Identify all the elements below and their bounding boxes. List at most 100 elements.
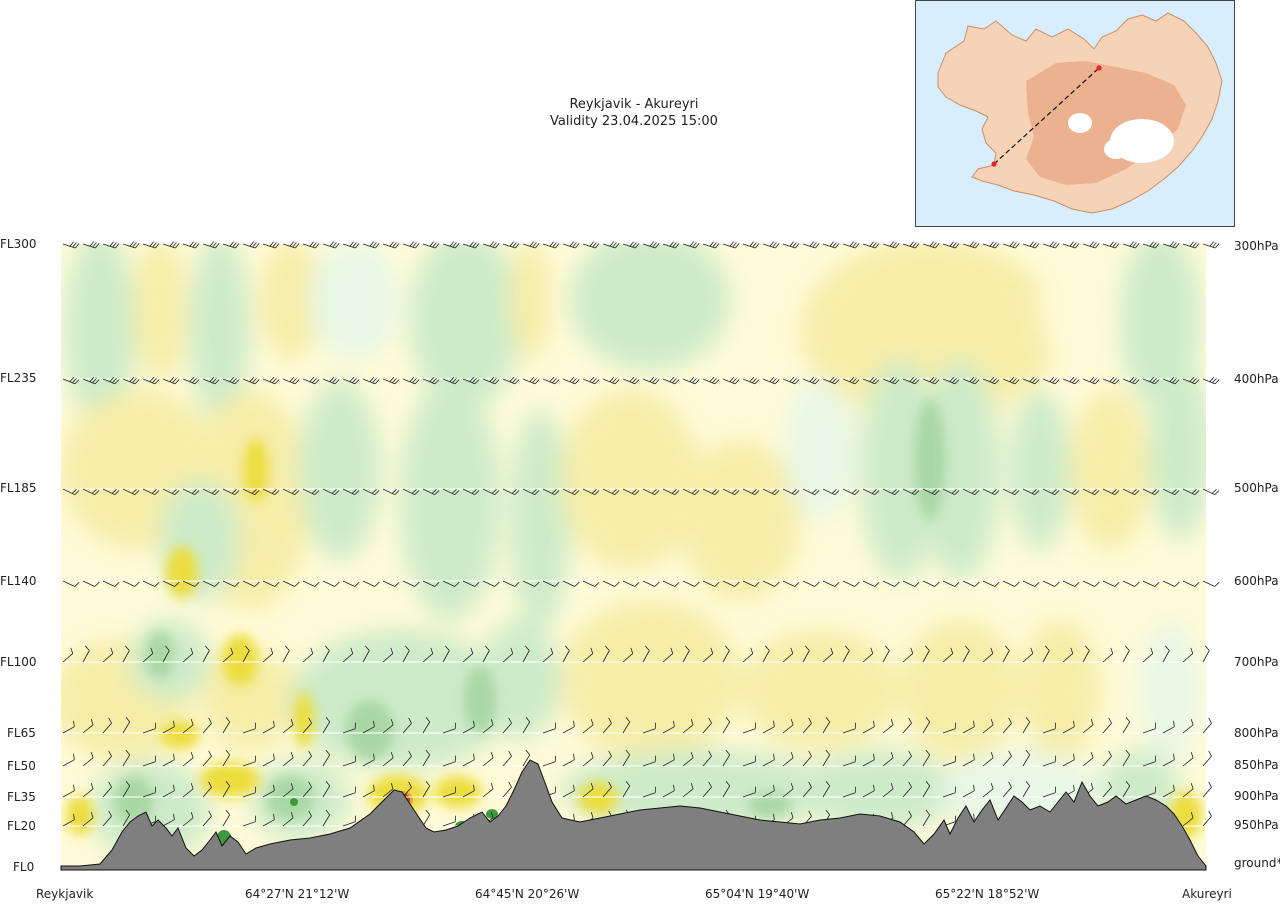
wind-barb — [1142, 580, 1160, 587]
wind-barb — [302, 241, 320, 249]
wind-barb — [322, 716, 331, 734]
wind-barb — [1122, 716, 1131, 734]
wind-barb — [62, 784, 75, 798]
wind-barb — [642, 755, 656, 767]
x-label-start: Reykjavik — [36, 887, 94, 901]
wind-barb — [1122, 488, 1140, 496]
wind-barb — [982, 647, 994, 663]
wind-barb — [782, 647, 794, 663]
wind-barb — [1102, 488, 1120, 496]
wind-barb — [162, 813, 175, 827]
wind-barb — [902, 580, 920, 587]
wind-barb — [642, 786, 656, 798]
wind-barb — [162, 580, 180, 587]
wind-barb — [282, 645, 290, 663]
wind-barb — [302, 580, 320, 587]
wind-barb — [1062, 753, 1075, 767]
wind-barb — [962, 241, 980, 249]
wind-barb — [1162, 784, 1175, 798]
wind-barb — [802, 488, 820, 496]
wind-barb — [1182, 782, 1194, 798]
wind-barb — [742, 755, 756, 767]
wind-barb — [1082, 377, 1100, 385]
wind-barb — [122, 809, 131, 827]
wind-barb — [362, 580, 380, 587]
wind-barb — [82, 782, 94, 798]
wind-barb — [62, 241, 80, 249]
wind-barb — [502, 488, 520, 496]
wind-barb — [702, 580, 720, 587]
wind-barb — [182, 580, 200, 587]
wind-barb — [382, 647, 394, 663]
wind-barb — [322, 488, 340, 496]
wind-barb — [622, 647, 634, 663]
wind-barb — [1002, 377, 1020, 385]
wind-barb — [402, 241, 420, 249]
fl-label: FL140 — [0, 574, 37, 588]
wind-barb — [822, 647, 834, 663]
wind-barb — [862, 647, 874, 663]
wind-barb — [1002, 488, 1020, 496]
wind-barb — [422, 716, 431, 734]
wind-barb — [962, 784, 975, 798]
wind-barb — [282, 751, 294, 767]
wind-barb — [262, 580, 280, 587]
wind-barb — [522, 749, 531, 767]
wind-barb — [242, 488, 260, 496]
wind-barb — [202, 750, 212, 767]
wind-barb — [1102, 750, 1112, 767]
wind-barb — [762, 488, 780, 496]
wind-barb — [682, 751, 694, 767]
wind-barb — [82, 241, 100, 249]
fl-label: FL35 — [7, 790, 36, 804]
wind-barb — [1122, 580, 1140, 587]
wind-barb — [522, 241, 540, 249]
wind-barb — [602, 241, 620, 249]
wind-barb — [882, 718, 894, 734]
wind-barb — [1162, 720, 1175, 734]
wind-barb — [1062, 488, 1080, 496]
wind-barb — [582, 241, 600, 249]
wind-barb — [122, 580, 140, 587]
wind-barb — [662, 720, 675, 734]
wind-barb — [722, 749, 731, 767]
wind-barb — [802, 717, 812, 734]
wind-barb — [262, 488, 280, 496]
wind-barb — [102, 750, 112, 767]
wind-barb — [662, 753, 675, 767]
wind-barb — [102, 241, 120, 249]
wind-barb — [822, 749, 831, 767]
wind-barb — [422, 580, 440, 587]
wind-barb — [922, 645, 930, 663]
wind-barb — [642, 580, 660, 587]
chart-subtitle: Validity 23.04.2025 15:00 — [550, 114, 718, 129]
wind-barb — [522, 377, 540, 385]
wind-barb — [882, 751, 894, 767]
wind-barb — [1002, 580, 1020, 587]
wind-barb — [122, 488, 140, 496]
wind-barb — [1022, 749, 1031, 767]
wind-barb — [362, 377, 380, 385]
wind-barb — [662, 784, 675, 798]
wind-barb — [222, 809, 231, 827]
wind-barb — [482, 718, 494, 734]
wind-barb — [1002, 645, 1010, 663]
wind-barb — [722, 645, 730, 663]
wind-barb — [142, 722, 156, 734]
wind-barb — [422, 241, 440, 249]
wind-barb — [942, 786, 956, 798]
wind-barb — [1102, 377, 1120, 385]
wind-barb — [842, 488, 860, 496]
wind-barb — [322, 645, 330, 663]
wind-barb — [102, 647, 114, 663]
wind-barb — [422, 377, 440, 385]
wind-barb — [642, 645, 650, 663]
wind-barb — [382, 718, 394, 734]
wind-barb — [1122, 645, 1130, 663]
wind-barb — [542, 488, 560, 496]
wind-barb — [322, 580, 340, 587]
wind-barb — [462, 647, 474, 663]
wind-barb — [882, 782, 894, 798]
wind-barb — [402, 750, 412, 767]
wind-barb — [942, 241, 960, 249]
